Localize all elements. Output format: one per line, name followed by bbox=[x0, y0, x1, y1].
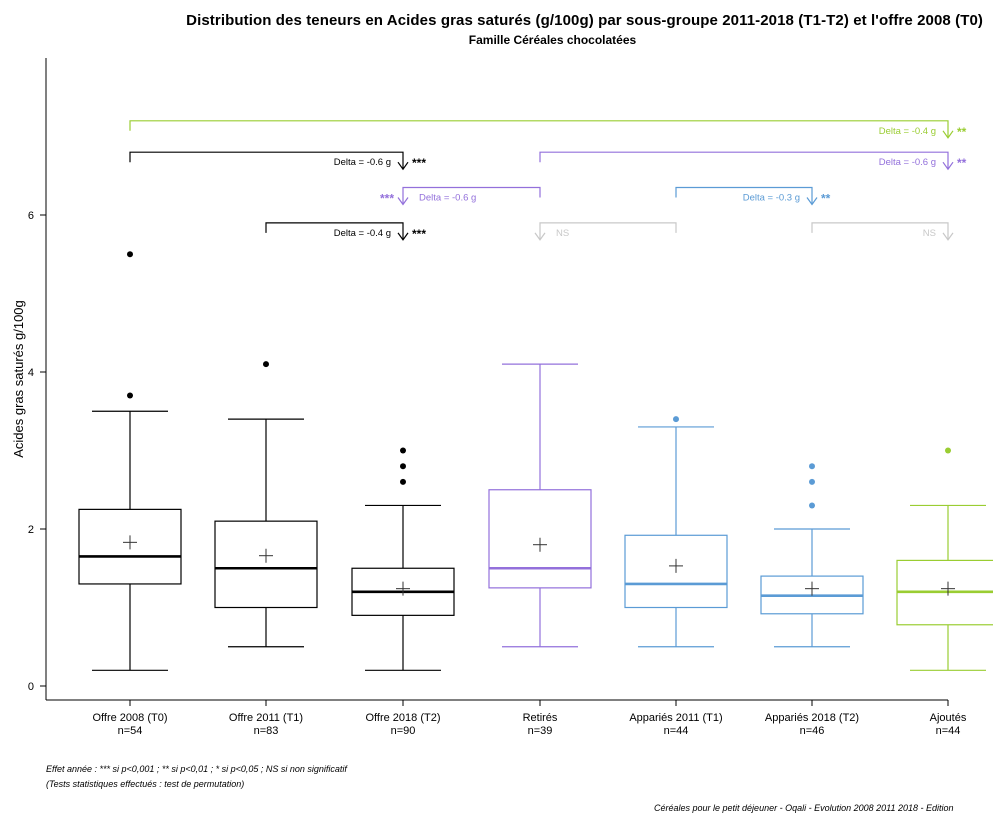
box-iqr bbox=[624, 534, 728, 609]
comparison-delta: Delta = -0.6 g bbox=[879, 157, 936, 168]
comparison-significance: ** bbox=[957, 125, 967, 139]
comparison-significance: *** bbox=[412, 156, 426, 170]
chart-title: Distribution des teneurs en Acides gras … bbox=[186, 12, 983, 29]
comparison-arrowhead bbox=[942, 161, 954, 171]
y-tick-label: 2 bbox=[28, 524, 34, 536]
outlier-point bbox=[809, 478, 815, 485]
source-note: Céréales pour le petit déjeuner - Oqali … bbox=[654, 803, 954, 813]
x-category-label: Retirés bbox=[523, 712, 558, 724]
comparison-significance: ** bbox=[821, 192, 831, 206]
outlier-point bbox=[673, 416, 679, 423]
comparison-bracket bbox=[402, 186, 541, 204]
comparison-significance: *** bbox=[412, 227, 426, 241]
comparison-delta: NS bbox=[923, 228, 936, 239]
comparison-delta: Delta = -0.6 g bbox=[334, 157, 391, 168]
comparison-delta: Delta = -0.3 g bbox=[743, 193, 800, 204]
comparison-significance: *** bbox=[380, 192, 394, 206]
outlier-point bbox=[809, 502, 815, 509]
x-count-label: n=90 bbox=[391, 725, 416, 737]
comparison-bracket bbox=[675, 186, 813, 204]
comparison-bracket bbox=[539, 222, 677, 239]
comparison-arrowhead bbox=[397, 232, 409, 241]
x-count-label: n=83 bbox=[254, 725, 279, 737]
y-tick-label: 0 bbox=[28, 681, 34, 693]
x-count-label: n=39 bbox=[528, 725, 553, 737]
x-category-label: Ajoutés bbox=[930, 712, 967, 724]
comparison-arrowhead bbox=[942, 232, 954, 241]
outlier-point bbox=[263, 361, 269, 368]
comparison-bracket bbox=[265, 222, 404, 239]
x-count-label: n=46 bbox=[800, 725, 825, 737]
comparison-arrowhead bbox=[806, 197, 818, 206]
chart-subtitle: Famille Céréales chocolatées bbox=[468, 33, 637, 47]
comparison-bracket bbox=[129, 151, 404, 169]
box-iqr bbox=[488, 489, 592, 589]
y-tick-label: 4 bbox=[28, 367, 34, 379]
test-note: (Tests statistiques effectués : test de … bbox=[46, 779, 245, 789]
x-category-label: Offre 2011 (T1) bbox=[229, 712, 303, 724]
x-count-label: n=44 bbox=[664, 725, 689, 737]
comparison-delta: Delta = -0.4 g bbox=[334, 228, 391, 239]
comparison-delta: Delta = -0.4 g bbox=[879, 126, 936, 137]
x-category-label: Appariés 2011 (T1) bbox=[629, 712, 722, 724]
x-category-label: Offre 2008 (T0) bbox=[93, 712, 168, 724]
x-category-label: Offre 2018 (T2) bbox=[366, 712, 441, 724]
outlier-point bbox=[400, 478, 406, 485]
y-tick-label: 6 bbox=[28, 210, 34, 222]
comparison-arrowhead bbox=[397, 161, 409, 171]
comparison-bracket bbox=[539, 151, 949, 169]
outlier-point bbox=[809, 463, 815, 470]
outlier-point bbox=[400, 447, 406, 454]
comparison-significance: ** bbox=[957, 156, 967, 170]
outlier-point bbox=[127, 392, 133, 399]
y-axis-label: Acides gras saturés g/100g bbox=[11, 300, 26, 458]
x-category-label: Appariés 2018 (T2) bbox=[765, 712, 859, 724]
comparison-delta: NS bbox=[556, 228, 569, 239]
comparison-bracket bbox=[811, 222, 949, 239]
box-iqr bbox=[214, 520, 318, 609]
comparison-delta: Delta = -0.6 g bbox=[419, 193, 476, 204]
x-count-label: n=54 bbox=[118, 725, 143, 737]
outlier-point bbox=[127, 251, 133, 258]
comparison-bracket bbox=[129, 120, 949, 137]
box-iqr bbox=[78, 508, 182, 585]
comparison-arrowhead bbox=[534, 232, 546, 241]
outlier-point bbox=[945, 447, 951, 454]
comparison-arrowhead bbox=[942, 130, 954, 139]
significance-legend: Effet année : *** si p<0,001 ; ** si p<0… bbox=[46, 764, 347, 774]
comparison-arrowhead bbox=[397, 197, 409, 206]
outlier-point bbox=[400, 463, 406, 470]
x-count-label: n=44 bbox=[936, 725, 961, 737]
